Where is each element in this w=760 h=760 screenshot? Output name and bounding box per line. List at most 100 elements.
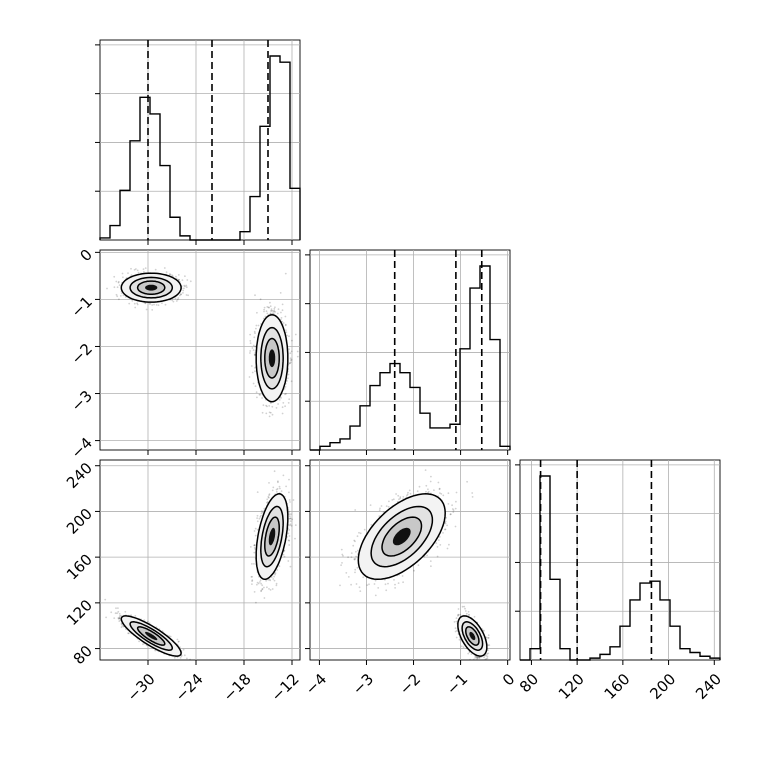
scatter-point [165,271,168,274]
scatter-point [136,303,139,306]
scatter-point [118,612,121,615]
scatter-point [289,515,291,517]
scatter-point [253,530,256,532]
scatter-point [261,584,264,587]
scatter-point [188,660,190,662]
scatter-point [285,392,287,395]
scatter-point [184,275,186,278]
scatter-point [266,586,268,589]
scatter-point [169,273,172,276]
scatter-point [284,386,287,388]
scatter-point [252,382,255,385]
histogram-bar [330,443,340,450]
scatter-point [274,306,276,309]
scatter-point [289,352,292,355]
scatter-point [281,303,284,306]
scatter-point [253,563,255,565]
scatter-point [258,393,261,396]
scatter-point [288,362,291,365]
histogram-bar [320,446,330,450]
scatter-point [289,501,291,503]
scatter-point [263,308,265,311]
scatter-point [268,405,271,407]
scatter-point [276,487,279,490]
scatter-point [273,308,276,310]
scatter-point [168,273,171,276]
scatter-point [146,620,149,623]
scatter-point [180,293,182,296]
scatter-point [121,624,124,627]
scatter-point [273,470,276,473]
scatter-point [251,371,254,374]
scatter-point [290,513,292,515]
scatter-point [142,268,145,271]
scatter-point [153,303,155,306]
scatter-point [294,537,296,540]
scatter-point [283,549,286,552]
scatter-point [267,579,270,581]
scatter-point [154,268,157,271]
histogram-bar [120,190,130,240]
scatter-point [144,267,147,269]
scatter-point [252,344,255,347]
scatter-point [187,294,190,297]
scatter-point [105,616,107,619]
scatter-point [260,589,263,592]
scatter-point [249,350,252,352]
scatter-point [254,370,256,373]
scatter-point [259,298,262,301]
scatter-point [177,641,180,643]
scatter-point [120,626,123,629]
scatter-point [115,293,118,296]
scatter-point [183,284,186,287]
scatter-point [266,306,269,308]
histogram-bar [450,424,460,450]
scatter-point [169,635,172,638]
scatter-point [261,510,263,512]
panel-content [104,470,297,664]
scatter-point [182,289,185,292]
scatter-point [116,612,118,615]
scatter-point [250,365,253,367]
scatter-point [288,529,290,531]
scatter-point [261,397,263,399]
scatter-point [183,662,185,664]
scatter-point [268,482,270,484]
scatter-point [283,555,286,558]
scatter-point [281,406,284,409]
scatter-point [284,272,287,275]
scatter-point [255,324,258,327]
scatter-point [249,342,252,344]
scatter-point [183,654,186,657]
histogram-bar [460,349,470,450]
panel-content [106,267,299,418]
scatter-point [276,312,279,315]
scatter-point [294,524,297,526]
scatter-point [124,610,127,613]
histogram-bar [410,387,420,450]
histogram-bar [240,232,250,240]
panel-frame [309,249,511,451]
histogram-step-line [99,55,301,241]
scatter-point [259,579,262,582]
scatter-point [286,380,288,382]
histogram-bar [340,439,350,450]
scatter-point [269,305,272,308]
histogram-bar [360,406,370,450]
scatter-point [261,411,264,414]
scatter-point [260,582,262,585]
scatter-point [287,539,290,542]
histogram-bar [490,340,500,450]
scatter-point [180,655,183,657]
scatter-point [256,396,258,399]
scatter-point [251,563,253,565]
panel-1-0 [95,249,301,455]
scatter-point [157,304,160,307]
scatter-point [289,520,292,522]
scatter-point [273,309,276,312]
scatter-point [269,312,272,315]
scatter-point [268,578,271,581]
scatter-point [118,615,121,618]
scatter-point [255,327,257,330]
histogram-bar [170,217,180,240]
